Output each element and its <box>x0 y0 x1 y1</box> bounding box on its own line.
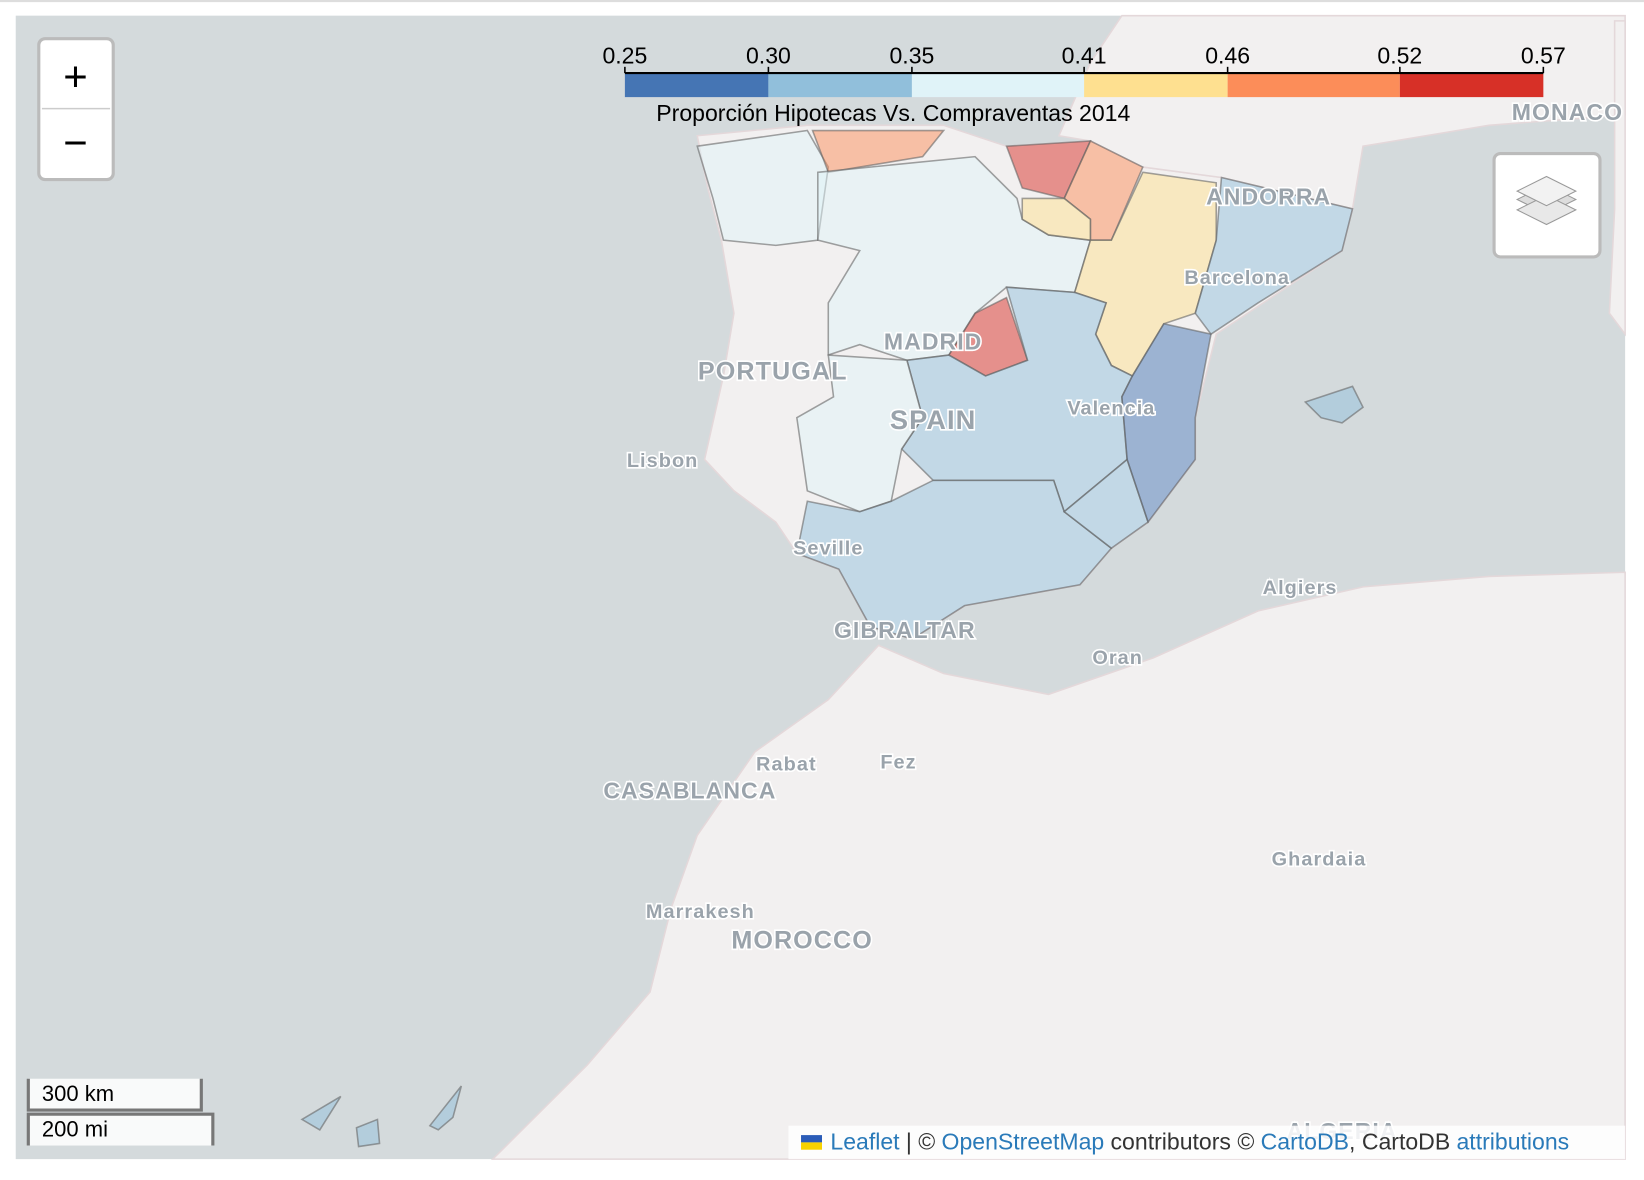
scale-bar <box>28 1114 213 1146</box>
scale-bar-border <box>26 1078 203 1112</box>
attribution-link[interactable]: CartoDB <box>1261 1129 1349 1155</box>
regions <box>300 129 1365 1148</box>
zoom-control: + − <box>37 37 115 182</box>
attribution: Leaflet | © OpenStreetMap contributors © Car… <box>788 1125 1626 1160</box>
region <box>1121 322 1212 524</box>
map-label: Valencia <box>1067 398 1155 420</box>
colorbar-tick-label: 0.30 <box>746 43 791 69</box>
colorbar-step <box>768 73 912 98</box>
map-label: Fez <box>880 752 916 774</box>
attribution-bg <box>788 1125 1626 1160</box>
colorbar-tick-label: 0.41 <box>1062 43 1107 69</box>
map-labels: PORTUGAL SPAIN MADRID Lisbon Barcelona Valenc… <box>602 97 1624 1145</box>
map-label: MONACO <box>1512 99 1623 125</box>
map-label: ANDORRA <box>1206 184 1331 210</box>
colorbar-tick-label: 0.35 <box>889 43 934 69</box>
colorbar-tick-label: 0.57 <box>1521 43 1566 69</box>
map-label: Rabat <box>756 754 817 776</box>
scale-mi: 200 mi <box>42 1117 108 1142</box>
colorbar-tick-label: 0.46 <box>1205 43 1250 69</box>
map-label: Seville <box>793 538 863 560</box>
region <box>300 1095 342 1131</box>
attribution-link[interactable]: Leaflet <box>830 1129 900 1155</box>
map-label: MOROCCO <box>731 927 873 955</box>
attribution-link[interactable]: attributions <box>1456 1129 1569 1155</box>
map-label: SPAIN <box>890 404 976 435</box>
flag-icon <box>801 1142 822 1150</box>
map-label: MADRID <box>884 329 982 355</box>
zoom-in[interactable]: + <box>63 52 87 99</box>
scale-bar-border <box>26 1112 215 1146</box>
region <box>355 1118 381 1148</box>
attribution-text: Leaflet | © OpenStreetMap contributors © Car… <box>830 1129 1569 1155</box>
colorbar-tick-label: 0.25 <box>602 43 647 69</box>
attribution-text: contributors © <box>1111 1129 1255 1155</box>
flag-icon <box>801 1135 822 1143</box>
scale-bar <box>28 1078 202 1111</box>
region <box>428 1085 463 1131</box>
color-legend: Proporción Hipotecas Vs. Compraventas 20… <box>602 43 1565 126</box>
scale-km: 300 km <box>42 1081 114 1106</box>
map-label: CASABLANCA <box>603 778 776 804</box>
colorbar-tick-label: 0.52 <box>1377 43 1422 69</box>
map-label: GIBRALTAR <box>834 617 976 643</box>
zoom-out[interactable]: − <box>63 119 87 166</box>
layers-control[interactable] <box>1492 151 1602 259</box>
legend-title: Proporción Hipotecas Vs. Compraventas 20… <box>656 100 1130 126</box>
region <box>696 129 830 247</box>
colorbar-step <box>624 73 769 98</box>
map-label: Oran <box>1092 647 1143 669</box>
colorbar-step <box>1084 73 1228 98</box>
attribution-text: , CartoDB <box>1349 1129 1450 1155</box>
layers-icon <box>1515 175 1578 207</box>
attribution-link[interactable]: OpenStreetMap <box>942 1129 1105 1155</box>
region <box>1194 176 1354 336</box>
map-label: PORTUGAL <box>698 357 848 385</box>
colorbar-step <box>911 73 1085 98</box>
map-label: Marrakesh <box>646 901 755 923</box>
map-label: Ghardaia <box>1272 849 1367 871</box>
map-label: Algiers <box>1263 577 1338 599</box>
map-label: Lisbon <box>627 450 699 472</box>
scale-control: 300 km 200 mi <box>26 1078 215 1146</box>
region <box>795 479 1113 640</box>
land-italy <box>1608 20 1626 337</box>
region <box>1303 385 1365 424</box>
colorbar-step <box>1399 73 1544 98</box>
map-label: Barcelona <box>1184 267 1290 289</box>
region <box>811 129 946 174</box>
attribution-text: | © <box>906 1129 935 1155</box>
colorbar-step <box>1227 73 1400 98</box>
